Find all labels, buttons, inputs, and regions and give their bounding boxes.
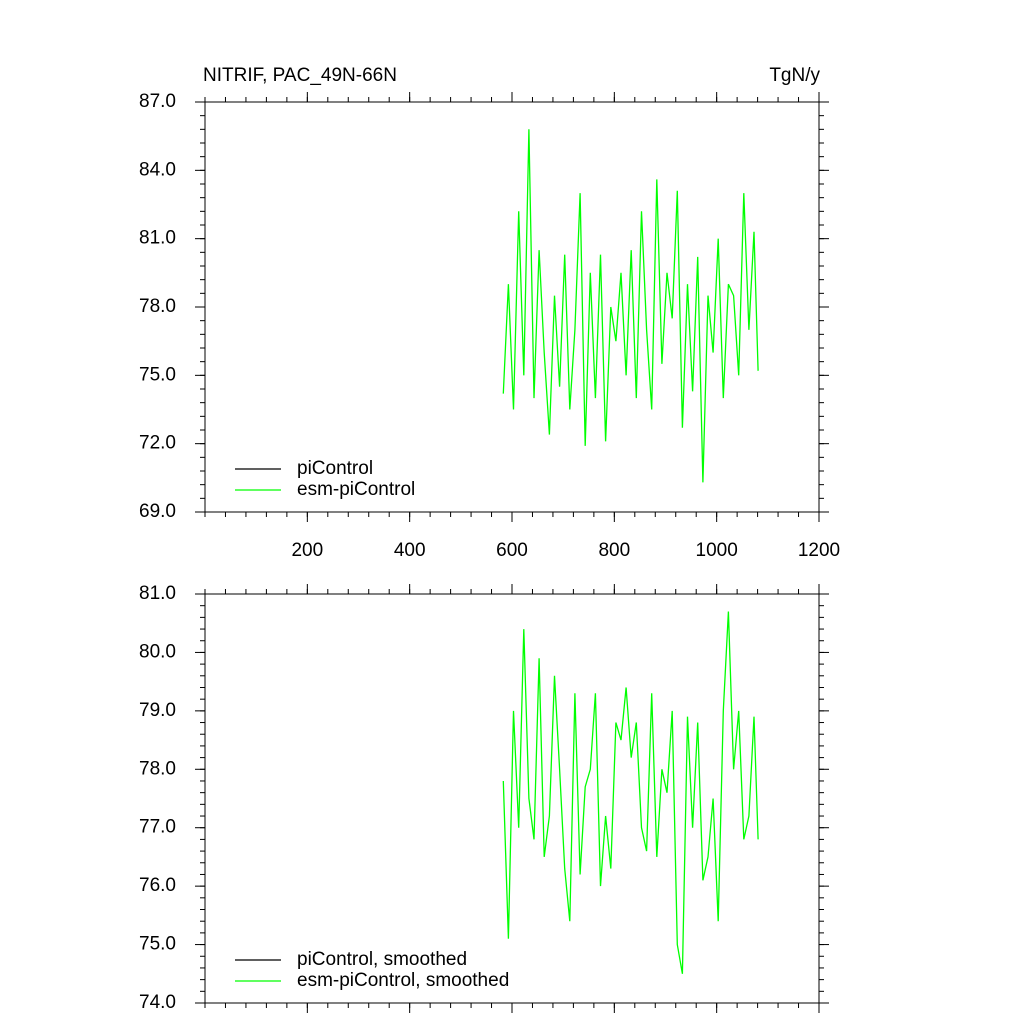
y-tick-label: 74.0 — [139, 992, 176, 1013]
legend-label: piControl, smoothed — [297, 949, 467, 970]
x-tick-label: 1000 — [696, 540, 738, 561]
y-tick-label: 84.0 — [139, 159, 176, 180]
y-tick-label: 78.0 — [139, 758, 176, 779]
legend-label: esm-piControl — [297, 479, 415, 500]
x-tick-label: 600 — [496, 540, 528, 561]
y-tick-label: 81.0 — [139, 583, 176, 604]
y-tick-label: 77.0 — [139, 817, 176, 838]
x-tick-label: 400 — [394, 540, 426, 561]
y-tick-label: 69.0 — [139, 501, 176, 522]
legend-label: esm-piControl, smoothed — [297, 970, 509, 991]
legend-label: piControl — [297, 458, 373, 479]
x-tick-label: 800 — [598, 540, 630, 561]
x-tick-label: 1200 — [798, 540, 840, 561]
y-tick-label: 75.0 — [139, 364, 176, 385]
y-tick-label: 76.0 — [139, 875, 176, 896]
y-tick-label: 81.0 — [139, 228, 176, 249]
y-tick-label: 87.0 — [139, 91, 176, 112]
y-tick-label: 75.0 — [139, 934, 176, 955]
y-tick-label: 79.0 — [139, 700, 176, 721]
x-tick-label: 200 — [291, 540, 323, 561]
data-line — [502, 129, 759, 483]
y-tick-label: 72.0 — [139, 433, 176, 454]
unit-label: TgN/y — [769, 65, 820, 86]
data-line — [502, 611, 759, 974]
y-tick-label: 80.0 — [139, 641, 176, 662]
chart-title: NITRIF, PAC_49N-66N — [203, 65, 397, 86]
y-tick-label: 78.0 — [139, 296, 176, 317]
